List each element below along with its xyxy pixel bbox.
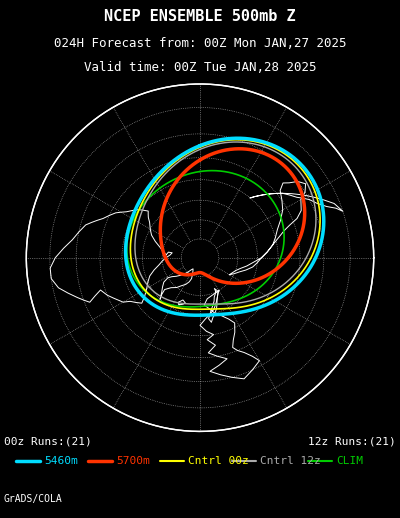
Text: 00z Runs:(21): 00z Runs:(21) — [4, 437, 92, 447]
Text: 5700m: 5700m — [116, 456, 150, 466]
Text: Valid time: 00Z Tue JAN,28 2025: Valid time: 00Z Tue JAN,28 2025 — [84, 61, 316, 74]
Text: Cntrl 00z: Cntrl 00z — [188, 456, 249, 466]
Text: CLIM: CLIM — [336, 456, 363, 466]
Text: GrADS/COLA: GrADS/COLA — [4, 494, 63, 503]
Text: NCEP ENSEMBLE 500mb Z: NCEP ENSEMBLE 500mb Z — [104, 9, 296, 24]
Text: 5460m: 5460m — [44, 456, 78, 466]
Text: 024H Forecast from: 00Z Mon JAN,27 2025: 024H Forecast from: 00Z Mon JAN,27 2025 — [54, 37, 346, 50]
Text: 12z Runs:(21): 12z Runs:(21) — [308, 437, 396, 447]
Text: Cntrl 12z: Cntrl 12z — [260, 456, 321, 466]
